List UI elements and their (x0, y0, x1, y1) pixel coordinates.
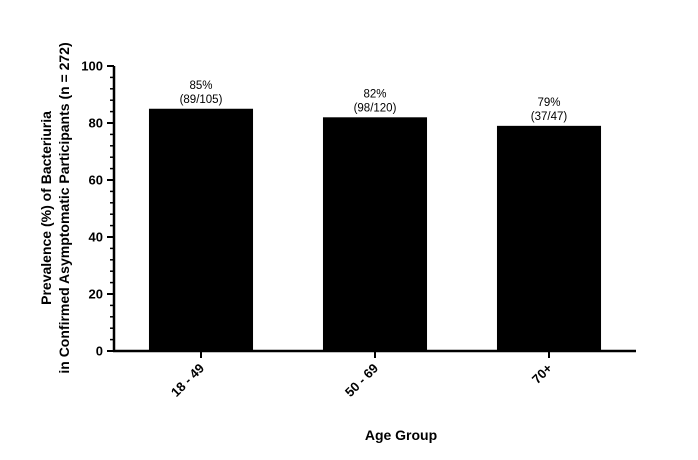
bar (148, 108, 254, 351)
x-tick-label: 18 - 49 (168, 361, 207, 400)
data-label-count: (37/47) (531, 111, 568, 123)
y-tick-label: 0 (96, 344, 103, 359)
y-tick-label: 20 (89, 287, 103, 302)
y-axis-title-line-2: in Confirmed Asymptomatic Participants (… (56, 42, 72, 373)
bars (148, 108, 602, 351)
data-label-percent: 82% (363, 88, 386, 100)
y-axis-ticks: 0 20 40 60 80 100 (81, 59, 114, 359)
data-label-percent: 85% (189, 80, 212, 92)
bar (322, 117, 428, 351)
x-tick-label: 70+ (529, 360, 555, 386)
y-axis-title: Prevalence (%) of Bacteriuria in Confirm… (38, 42, 72, 373)
y-tick-label: 80 (89, 116, 103, 131)
data-labels: 85% (89/105) 82% (98/120) 79% (37/47) (180, 80, 568, 123)
data-label-count: (89/105) (180, 94, 223, 106)
x-axis-ticks: 18 - 49 50 - 69 70+ (168, 351, 555, 400)
x-tick-label: 50 - 69 (342, 361, 381, 400)
y-tick-label: 40 (89, 230, 103, 245)
bar (496, 125, 602, 351)
y-tick-label: 60 (89, 173, 103, 188)
y-tick-label: 100 (81, 59, 103, 74)
y-axis-title-line-1: Prevalence (%) of Bacteriuria (38, 111, 54, 305)
data-label-percent: 79% (537, 97, 560, 109)
data-label-count: (98/120) (354, 102, 397, 114)
x-axis-title: Age Group (365, 427, 437, 443)
